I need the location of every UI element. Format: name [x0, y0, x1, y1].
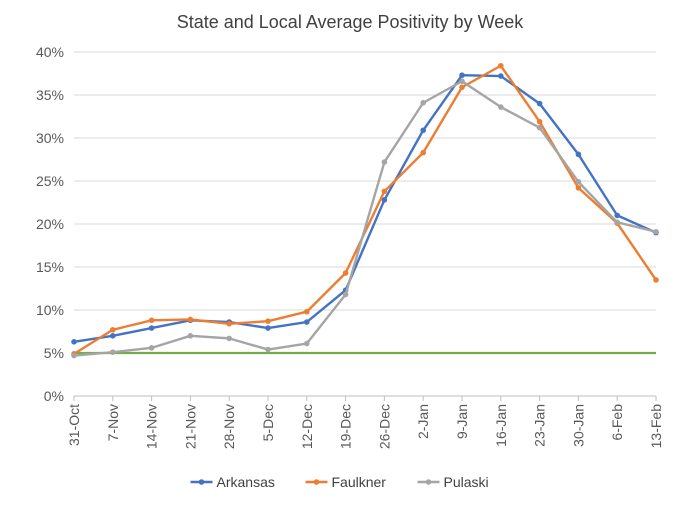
data-point	[614, 212, 620, 219]
data-point	[148, 325, 155, 331]
series-pulaski	[71, 78, 659, 359]
data-point	[536, 100, 543, 107]
y-axis: 0% 5% 10% 15% 20% 25% 30% 35% 40%	[36, 44, 64, 404]
x-tick-label: 9-Jan	[454, 404, 470, 439]
data-point	[498, 73, 504, 79]
data-point	[575, 179, 582, 185]
data-point	[420, 127, 427, 134]
legend-label: Faulkner	[332, 474, 387, 490]
x-tick-label: 5-Dec	[260, 404, 276, 441]
data-point	[536, 124, 543, 131]
legend-item-arkansas: Arkansas	[190, 474, 275, 490]
data-point	[226, 335, 232, 342]
data-point	[71, 352, 77, 359]
data-point	[459, 84, 465, 91]
x-tick-label: 13-Feb	[648, 404, 664, 449]
series-group	[71, 62, 659, 359]
data-point	[381, 159, 388, 165]
data-point	[575, 185, 582, 191]
y-tick-label: 35%	[36, 87, 64, 103]
y-tick-label: 0%	[44, 388, 64, 404]
x-tick-label: 14-Nov	[144, 404, 160, 449]
data-point	[536, 118, 543, 125]
data-point	[110, 333, 116, 339]
series-line	[73, 80, 657, 357]
data-point	[304, 319, 310, 325]
series-line	[73, 64, 657, 355]
data-point	[342, 270, 349, 276]
x-tick-label: 28-Nov	[221, 404, 237, 449]
x-axis: 31-Oct 7-Nov 14-Nov 21-Nov 28-Nov 5-Dec 12-Dec…	[66, 395, 664, 449]
y-tick-label: 20%	[36, 216, 64, 232]
data-point	[265, 325, 271, 331]
data-point	[304, 340, 310, 347]
data-point	[148, 345, 155, 351]
data-point	[653, 228, 659, 235]
x-tick-label: 12-Dec	[299, 404, 315, 449]
data-point	[226, 320, 232, 327]
legend-marker	[425, 479, 432, 485]
data-point	[265, 318, 271, 324]
data-point	[420, 99, 427, 106]
data-point	[71, 339, 77, 345]
data-point	[265, 346, 271, 353]
data-point	[187, 316, 194, 323]
x-tick-label: 6-Feb	[609, 404, 625, 441]
legend-item-pulaski: Pulaski	[417, 474, 489, 490]
x-tick-label: 30-Jan	[570, 404, 586, 447]
x-tick-label: 26-Dec	[376, 404, 392, 449]
x-tick-label: 2-Jan	[415, 404, 431, 439]
data-point	[459, 78, 465, 85]
y-tick-label: 25%	[36, 173, 64, 189]
series-faulkner	[71, 62, 659, 357]
data-point	[187, 333, 194, 339]
y-tick-label: 5%	[44, 345, 64, 361]
x-tick-label: 31-Oct	[66, 404, 82, 446]
data-point	[614, 219, 620, 226]
data-point	[653, 277, 659, 283]
series-arkansas	[71, 72, 659, 345]
x-tick-label: 23-Jan	[532, 404, 548, 447]
legend: Arkansas Faulkner Pulaski	[190, 474, 489, 490]
chart-title: State and Local Average Positivity by We…	[177, 12, 525, 32]
data-point	[342, 291, 349, 298]
data-point	[420, 149, 427, 156]
legend-marker	[313, 479, 320, 485]
y-tick-label: 15%	[36, 259, 64, 275]
legend-item-faulkner: Faulkner	[305, 474, 387, 490]
y-tick-label: 40%	[36, 44, 64, 60]
x-tick-label: 7-Nov	[105, 404, 121, 441]
x-tick-label: 16-Jan	[493, 404, 509, 447]
data-point	[498, 62, 504, 69]
data-point	[575, 151, 582, 158]
data-point	[148, 317, 155, 324]
data-point	[381, 197, 388, 203]
x-tick-label: 19-Dec	[338, 404, 354, 449]
data-point	[110, 326, 116, 333]
series-line	[73, 74, 657, 344]
data-point	[304, 308, 310, 315]
legend-label: Pulaski	[444, 474, 489, 490]
data-point	[498, 104, 504, 110]
x-tick-label: 21-Nov	[182, 404, 198, 449]
legend-marker	[198, 479, 205, 485]
data-point	[381, 188, 388, 195]
y-tick-label: 30%	[36, 130, 64, 146]
y-tick-label: 10%	[36, 302, 64, 318]
data-point	[459, 72, 465, 79]
data-point	[110, 349, 116, 355]
legend-label: Arkansas	[217, 474, 275, 490]
